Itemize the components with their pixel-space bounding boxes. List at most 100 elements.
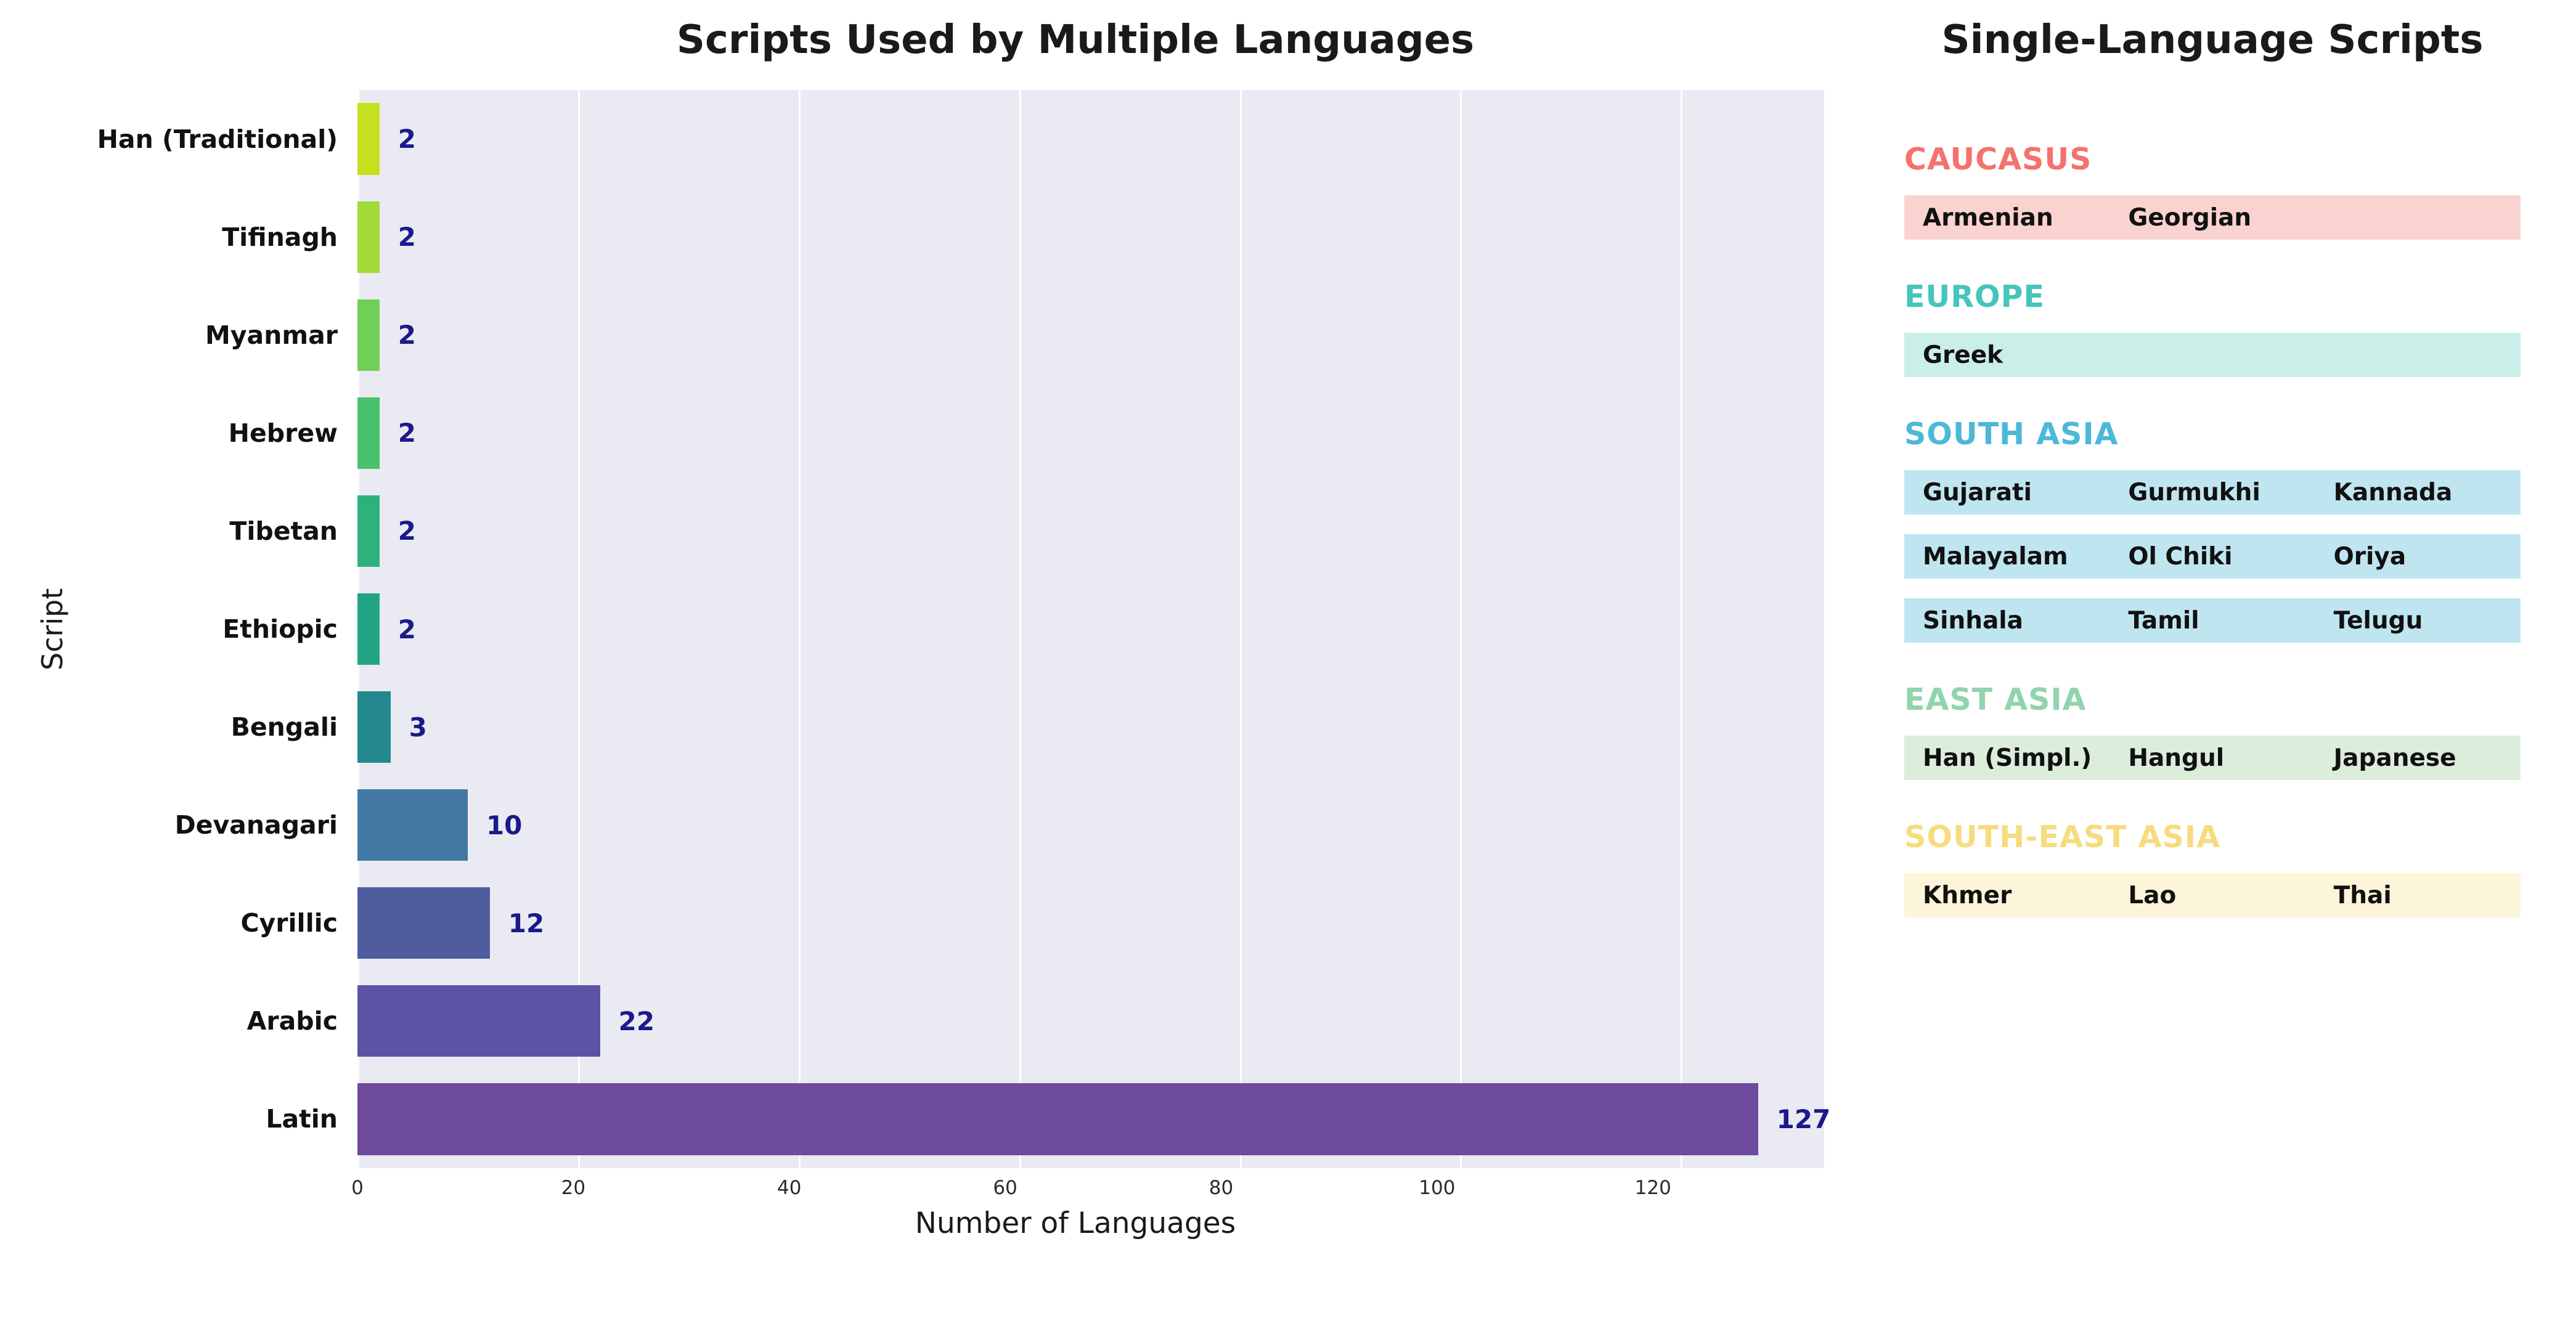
bar-value-label: 3	[409, 712, 427, 742]
region-header: SOUTH ASIA	[1904, 417, 2119, 452]
bars: 2 2 2 2 2 2 3 10 12 22 127	[357, 90, 1830, 1168]
x-axis-tick-label: 0	[351, 1177, 364, 1199]
script-item: Gurmukhi	[2128, 478, 2260, 506]
bar-hebrew	[357, 397, 380, 469]
script-item: Han (Simpl.)	[1923, 744, 2092, 772]
region-section-east-asia: EAST ASIA Han (Simpl.) Hangul Japanese	[1904, 682, 2521, 780]
bar-arabic	[357, 985, 600, 1057]
x-axis-tick-label: 120	[1634, 1177, 1671, 1199]
chart-area: Script Han (Traditional) Tifinagh Myanmar H…	[25, 90, 1830, 1168]
bar-value-label: 2	[397, 418, 417, 449]
chart-title: Scripts Used by Multiple Languages	[676, 17, 1475, 63]
script-item: Ol Chiki	[2128, 542, 2233, 571]
bar-value-label: 12	[508, 908, 545, 938]
multi-language-bar-chart: Scripts Used by Multiple Languages Scrip…	[25, 17, 1830, 1240]
script-item: Malayalam	[1923, 542, 2068, 571]
category-label: Han (Traditional)	[97, 124, 338, 154]
x-axis-tick-label: 40	[777, 1177, 802, 1199]
bar-latin	[357, 1083, 1758, 1155]
script-item: Khmer	[1923, 881, 2012, 909]
script-item: Japanese	[2333, 744, 2456, 772]
region-section-caucasus: CAUCASUS Armenian Georgian	[1904, 142, 2521, 240]
bar-tibetan	[357, 495, 380, 567]
script-item: Oriya	[2333, 542, 2407, 571]
x-axis-tick-label: 20	[561, 1177, 586, 1199]
category-label: Devanagari	[174, 810, 338, 840]
script-item: Lao	[2128, 881, 2177, 909]
bar-value-label: 2	[397, 222, 417, 253]
region-header: CAUCASUS	[1904, 142, 2092, 177]
bar-value-label: 10	[486, 810, 523, 840]
script-row: Sinhala Tamil Telugu	[1904, 598, 2521, 643]
bar-row: 22	[357, 972, 1824, 1070]
bar-row: 12	[357, 874, 1824, 972]
bar-value-label: 2	[397, 614, 417, 644]
bar-bengali	[357, 691, 391, 763]
figure: Scripts Used by Multiple Languages Scrip…	[25, 17, 2521, 1240]
bar-value-label: 2	[397, 124, 417, 155]
script-item: Hangul	[2128, 744, 2225, 772]
bar-row: 127	[357, 1070, 1830, 1168]
plot-area: 2 2 2 2 2 2 3 10 12 22 127	[357, 90, 1830, 1168]
x-axis-tick-label: 80	[1209, 1177, 1234, 1199]
panel-title: Single-Language Scripts	[1941, 17, 2484, 63]
script-item: Gujarati	[1923, 478, 2032, 506]
gridline	[577, 90, 580, 1168]
x-axis: 0 20 40 60 80 100 120	[351, 1168, 1793, 1206]
category-label: Tifinagh	[222, 222, 338, 252]
category-label: Cyrillic	[240, 908, 338, 938]
region-section-south-asia: SOUTH ASIA Gujarati Gurmukhi Kannada Malayal…	[1904, 417, 2521, 643]
x-axis-tick-label: 60	[993, 1177, 1017, 1199]
category-label: Hebrew	[228, 418, 338, 448]
script-row: Gujarati Gurmukhi Kannada	[1904, 470, 2521, 514]
bar-ethiopic	[357, 593, 380, 665]
region-header: EAST ASIA	[1904, 682, 2087, 717]
bar-value-label: 2	[397, 320, 417, 351]
gridline	[1239, 90, 1242, 1168]
category-label: Arabic	[247, 1006, 338, 1036]
y-axis-category-labels: Han (Traditional) Tifinagh Myanmar Hebrew Ti…	[80, 90, 357, 1168]
gridline	[1681, 90, 1683, 1168]
script-row: Khmer Lao Thai	[1904, 873, 2521, 917]
script-item: Tamil	[2128, 606, 2199, 635]
bar-value-label: 2	[397, 516, 417, 547]
script-item: Greek	[1923, 341, 2003, 369]
bar-row: 2	[357, 580, 1824, 678]
bar-value-label: 22	[618, 1006, 655, 1036]
bar-row: 2	[357, 482, 1824, 580]
bar-row: 2	[357, 286, 1824, 384]
bar-devanagari	[357, 789, 468, 861]
y-axis-title: Script	[36, 588, 69, 670]
region-section-south-east-asia: SOUTH-EAST ASIA Khmer Lao Thai	[1904, 819, 2521, 917]
bar-value-label: 127	[1776, 1104, 1831, 1134]
x-axis-tick-label: 100	[1419, 1177, 1456, 1199]
script-row: Greek	[1904, 333, 2521, 377]
gridline	[1460, 90, 1462, 1168]
category-label: Myanmar	[205, 320, 338, 350]
single-language-panel: Single-Language Scripts CAUCASUS Armenian…	[1904, 17, 2521, 1240]
bar-tifinagh	[357, 201, 380, 273]
category-label: Latin	[266, 1104, 338, 1134]
script-item: Armenian	[1923, 203, 2053, 232]
category-label: Bengali	[230, 712, 338, 742]
script-row: Malayalam Ol Chiki Oriya	[1904, 534, 2521, 579]
script-item: Thai	[2333, 881, 2392, 909]
script-item: Kannada	[2333, 478, 2453, 506]
script-row: Han (Simpl.) Hangul Japanese	[1904, 736, 2521, 780]
bar-row: 3	[357, 678, 1824, 776]
bar-row: 2	[357, 90, 1824, 188]
category-label: Ethiopic	[222, 614, 338, 644]
script-item: Georgian	[2128, 203, 2252, 232]
bar-row: 10	[357, 776, 1824, 874]
category-label: Tibetan	[229, 516, 338, 546]
script-item: Telugu	[2333, 606, 2423, 635]
script-item: Sinhala	[1923, 606, 2023, 635]
gridline	[798, 90, 801, 1168]
bar-myanmar	[357, 299, 380, 371]
bar-row: 2	[357, 384, 1824, 482]
bar-cyrillic	[357, 887, 490, 959]
region-header: EUROPE	[1904, 279, 2045, 314]
script-row: Armenian Georgian	[1904, 195, 2521, 240]
bar-han-traditional	[357, 103, 380, 175]
region-section-europe: EUROPE Greek	[1904, 279, 2521, 377]
